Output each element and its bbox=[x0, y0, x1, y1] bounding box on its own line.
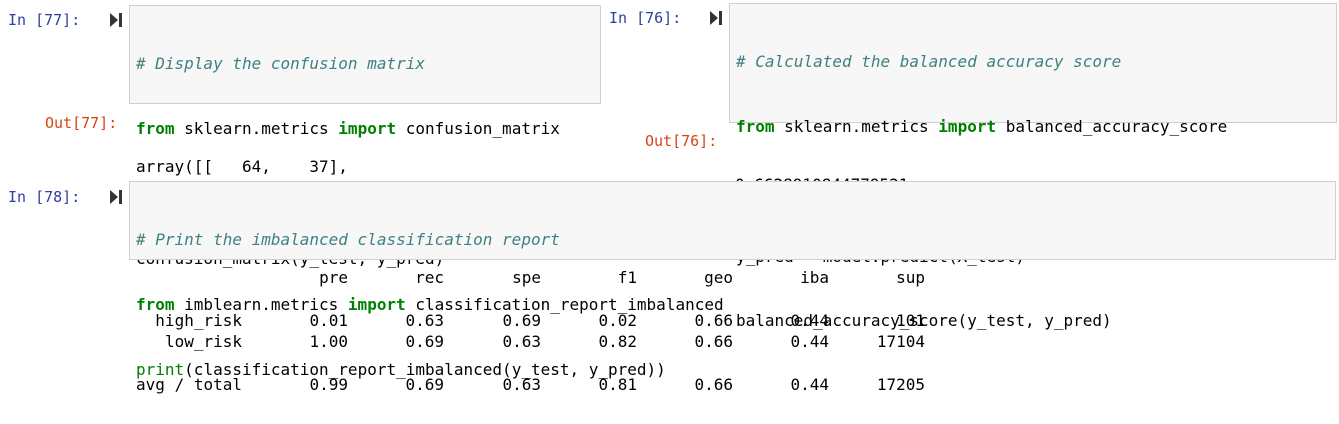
column-header: spe bbox=[512, 268, 541, 287]
comment: # Print the imbalanced classification re… bbox=[136, 230, 560, 250]
code-line: from imblearn.metrics import classificat… bbox=[136, 294, 724, 316]
keyword: from bbox=[736, 116, 775, 136]
table-cell: 0.63 bbox=[405, 311, 444, 330]
output-line: array([[ 64, 37], bbox=[136, 157, 348, 177]
code-cell[interactable]: # Calculated the balanced accuracy score… bbox=[729, 3, 1337, 330]
input-prompt: In [78]: bbox=[8, 188, 81, 206]
code-cell[interactable]: # Display the confusion matrix from skle… bbox=[129, 5, 601, 268]
table-cell: 17104 bbox=[876, 332, 925, 351]
row-label: low_risk bbox=[164, 332, 242, 351]
notebook: In [77]: # Display the confusion matrix … bbox=[8, 3, 1337, 394]
table-cell: 0.63 bbox=[502, 332, 541, 351]
code-text: balanced_accuracy_score(y_test, y_pred) bbox=[736, 311, 1112, 331]
keyword: from bbox=[136, 294, 175, 314]
code-cell[interactable]: # Print the imbalanced classification re… bbox=[129, 181, 1336, 379]
code-text: (classification_report_imbalanced(y_test… bbox=[184, 359, 666, 379]
table-cell: 0.69 bbox=[502, 311, 541, 330]
code-line: # Calculated the balanced accuracy score bbox=[736, 51, 1227, 73]
code-text: confusion_matrix bbox=[396, 118, 560, 138]
comment: # Calculated the balanced accuracy score bbox=[736, 52, 1122, 72]
input-prompt: In [76]: bbox=[609, 9, 682, 27]
code-line: # Print the imbalanced classification re… bbox=[136, 229, 724, 251]
code-line: balanced_accuracy_score(y_test, y_pred) bbox=[736, 310, 1227, 332]
code-text: classification_report_imbalanced bbox=[405, 294, 724, 314]
run-button[interactable] bbox=[709, 10, 723, 26]
table-cell: 0.63 bbox=[502, 375, 541, 394]
table-cell: 0.44 bbox=[790, 375, 829, 394]
builtin: print bbox=[136, 359, 185, 379]
table-cell: 0.44 bbox=[790, 311, 829, 330]
code: # Print the imbalanced classification re… bbox=[136, 186, 724, 424]
code-line: # Display the confusion matrix bbox=[136, 53, 560, 75]
row-label: high_risk bbox=[155, 311, 242, 330]
column-header: rec bbox=[415, 268, 444, 287]
code-text: sklearn.metrics bbox=[174, 118, 339, 138]
column-header: iba bbox=[800, 268, 829, 287]
table-cell: 17205 bbox=[876, 375, 925, 394]
table-cell: 0.44 bbox=[790, 332, 829, 351]
code-line: from sklearn.metrics import balanced_acc… bbox=[736, 116, 1227, 138]
comment: # Display the confusion matrix bbox=[136, 54, 425, 74]
output-prompt: Out[76]: bbox=[645, 132, 718, 150]
table-cell: 0.69 bbox=[405, 375, 444, 394]
table-cell: 0.82 bbox=[598, 332, 637, 351]
run-button[interactable] bbox=[109, 12, 123, 28]
column-header: pre bbox=[319, 268, 348, 287]
keyword: import bbox=[338, 118, 397, 138]
code-line: print(classification_report_imbalanced(y… bbox=[136, 359, 724, 381]
table-cell: 0.66 bbox=[694, 375, 733, 394]
keyword: from bbox=[136, 118, 175, 138]
table-cell: 1.00 bbox=[309, 332, 348, 351]
run-button[interactable] bbox=[109, 189, 123, 205]
table-cell: 0.66 bbox=[694, 311, 733, 330]
table-cell: 0.69 bbox=[405, 332, 444, 351]
row-label: avg / total bbox=[136, 375, 242, 394]
code-text: imblearn.metrics bbox=[174, 294, 348, 314]
column-header: sup bbox=[896, 268, 925, 287]
code-text: sklearn.metrics bbox=[774, 116, 939, 136]
input-prompt: In [77]: bbox=[8, 11, 81, 29]
table-cell: 0.01 bbox=[309, 311, 348, 330]
column-header: f1 bbox=[617, 268, 637, 287]
code-line: from sklearn.metrics import confusion_ma… bbox=[136, 118, 560, 140]
table-cell: 0.81 bbox=[598, 375, 637, 394]
keyword: import bbox=[938, 116, 997, 136]
table-cell: 0.02 bbox=[598, 311, 637, 330]
output-prompt: Out[77]: bbox=[45, 114, 118, 132]
table-cell: 0.66 bbox=[694, 332, 733, 351]
table-cell: 101 bbox=[896, 311, 925, 330]
column-header: geo bbox=[704, 268, 733, 287]
code-text: balanced_accuracy_score bbox=[996, 116, 1228, 136]
table-cell: 0.99 bbox=[309, 375, 348, 394]
keyword: import bbox=[347, 294, 406, 314]
